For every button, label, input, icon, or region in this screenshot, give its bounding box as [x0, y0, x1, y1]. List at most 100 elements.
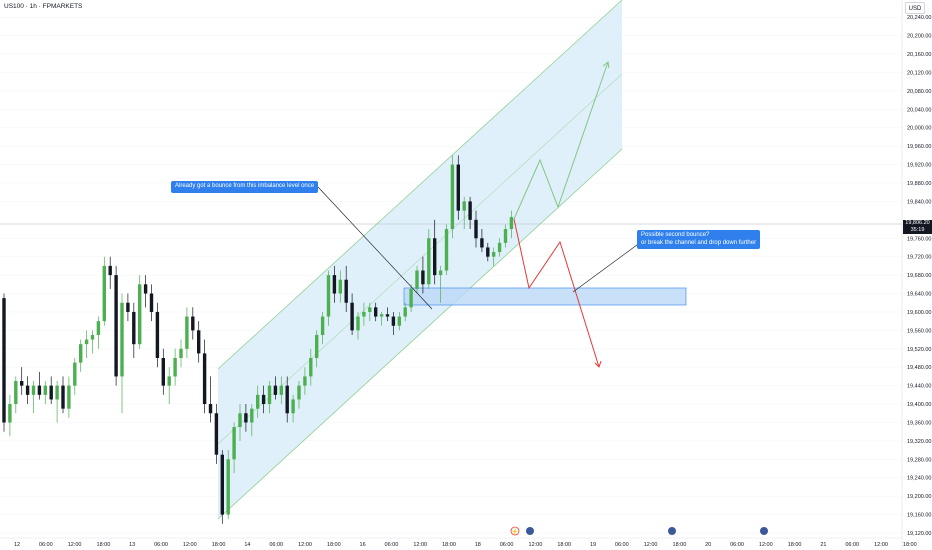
us-flag-event-icon[interactable] [668, 527, 676, 535]
bull-candle[interactable] [84, 339, 89, 345]
bear-candle[interactable] [456, 164, 460, 211]
bear-candle[interactable] [433, 238, 437, 276]
bull-candle[interactable] [315, 334, 319, 358]
bear-candle[interactable] [197, 330, 201, 354]
bear-candle[interactable] [474, 219, 478, 239]
bull-candle[interactable] [462, 201, 466, 211]
bear-candle[interactable] [344, 279, 348, 303]
bear-candle[interactable] [214, 413, 219, 455]
bull-candle[interactable] [509, 217, 514, 230]
bear-candle[interactable] [202, 353, 207, 405]
bear-candle[interactable] [161, 358, 165, 386]
bear-candle[interactable] [143, 284, 148, 294]
channel-upper-line[interactable] [217, 0, 623, 370]
bear-candle[interactable] [126, 302, 130, 312]
bull-candle[interactable] [267, 385, 272, 405]
bull-candle[interactable] [503, 229, 508, 243]
bear-candle[interactable] [374, 307, 378, 317]
bear-candle[interactable] [108, 265, 112, 276]
bear-candle[interactable] [332, 275, 337, 294]
bear-candle[interactable] [2, 298, 6, 423]
note-imbalance-bounce[interactable]: Already got a bounce from this imbalance… [171, 181, 319, 193]
bull-candle[interactable] [403, 307, 407, 317]
bull-candle[interactable] [67, 385, 71, 409]
bear-candle[interactable] [37, 385, 42, 395]
bull-candle[interactable] [379, 314, 384, 317]
bear-candle[interactable] [273, 385, 278, 395]
bull-candle[interactable] [409, 288, 413, 308]
bull-candle[interactable] [31, 385, 36, 395]
bear-candle[interactable] [49, 385, 53, 400]
channel-lower-line[interactable] [217, 148, 623, 520]
bear-candle[interactable] [25, 385, 30, 395]
bull-candle[interactable] [238, 413, 242, 428]
bear-candle[interactable] [486, 247, 490, 257]
bull-candle[interactable] [368, 307, 372, 312]
bull-candle[interactable] [232, 427, 236, 460]
bull-candle[interactable] [55, 385, 59, 400]
bear-candle[interactable] [149, 293, 154, 312]
bull-candle[interactable] [250, 408, 254, 423]
bull-candle[interactable] [362, 311, 366, 317]
us-flag-event-icon[interactable] [760, 527, 768, 535]
bear-candle[interactable] [391, 316, 396, 326]
bull-candle[interactable] [226, 459, 230, 515]
bull-candle[interactable] [120, 302, 124, 377]
bear-candle[interactable] [61, 385, 65, 409]
bull-candle[interactable] [497, 242, 502, 253]
bear-candle[interactable] [261, 394, 266, 405]
bull-candle[interactable] [415, 270, 419, 289]
bull-candle[interactable] [173, 358, 177, 377]
bear-candle[interactable] [285, 385, 289, 414]
bull-candle[interactable] [14, 381, 18, 405]
us-flag-event-icon[interactable] [526, 527, 534, 535]
bull-candle[interactable] [338, 279, 342, 294]
bullish-projection-path[interactable] [513, 61, 609, 220]
bear-candle[interactable] [155, 311, 160, 358]
bull-candle[interactable] [320, 316, 325, 335]
note-second-bounce[interactable]: Possible second bounce? or break the cha… [637, 230, 761, 249]
bull-candle[interactable] [397, 316, 401, 326]
bull-candle[interactable] [303, 376, 307, 386]
bear-candle[interactable] [468, 201, 472, 220]
ascending-channel[interactable] [218, 0, 622, 519]
channel-mid-line[interactable] [217, 73, 623, 445]
bull-candle[interactable] [427, 238, 431, 285]
bear-candle[interactable] [421, 270, 425, 285]
bull-candle[interactable] [185, 316, 189, 349]
bull-candle[interactable] [279, 385, 283, 395]
bear-candle[interactable] [480, 238, 484, 248]
imbalance-zone[interactable] [403, 287, 687, 306]
bull-candle[interactable] [444, 229, 449, 271]
bull-candle[interactable] [256, 394, 260, 409]
bull-candle[interactable] [73, 362, 77, 386]
bear-candle[interactable] [208, 404, 213, 414]
lightning-event-icon[interactable] [510, 526, 520, 536]
bull-candle[interactable] [90, 334, 95, 340]
bear-candle[interactable] [132, 311, 136, 345]
bull-candle[interactable] [291, 399, 295, 414]
bull-candle[interactable] [438, 270, 443, 276]
bear-candle[interactable] [220, 454, 224, 515]
bull-candle[interactable] [326, 275, 331, 317]
bull-candle[interactable] [102, 265, 106, 322]
bull-candle[interactable] [79, 344, 83, 363]
bull-candle[interactable] [179, 348, 183, 358]
bull-candle[interactable] [138, 284, 142, 345]
bull-candle[interactable] [492, 252, 496, 257]
bear-candle[interactable] [350, 302, 354, 331]
bear-candle[interactable] [385, 314, 390, 317]
bull-candle[interactable] [8, 404, 12, 423]
bear-candle[interactable] [191, 316, 195, 331]
bull-candle[interactable] [450, 164, 455, 230]
currency-button[interactable]: USD [905, 2, 925, 14]
bear-candle[interactable] [20, 381, 24, 386]
bull-candle[interactable] [96, 321, 101, 335]
bull-candle[interactable] [356, 316, 360, 331]
bull-candle[interactable] [43, 385, 47, 395]
bear-candle[interactable] [114, 275, 118, 377]
bull-candle[interactable] [167, 376, 171, 386]
bear-candle[interactable] [244, 413, 248, 423]
bearish-projection-path[interactable] [513, 218, 600, 368]
